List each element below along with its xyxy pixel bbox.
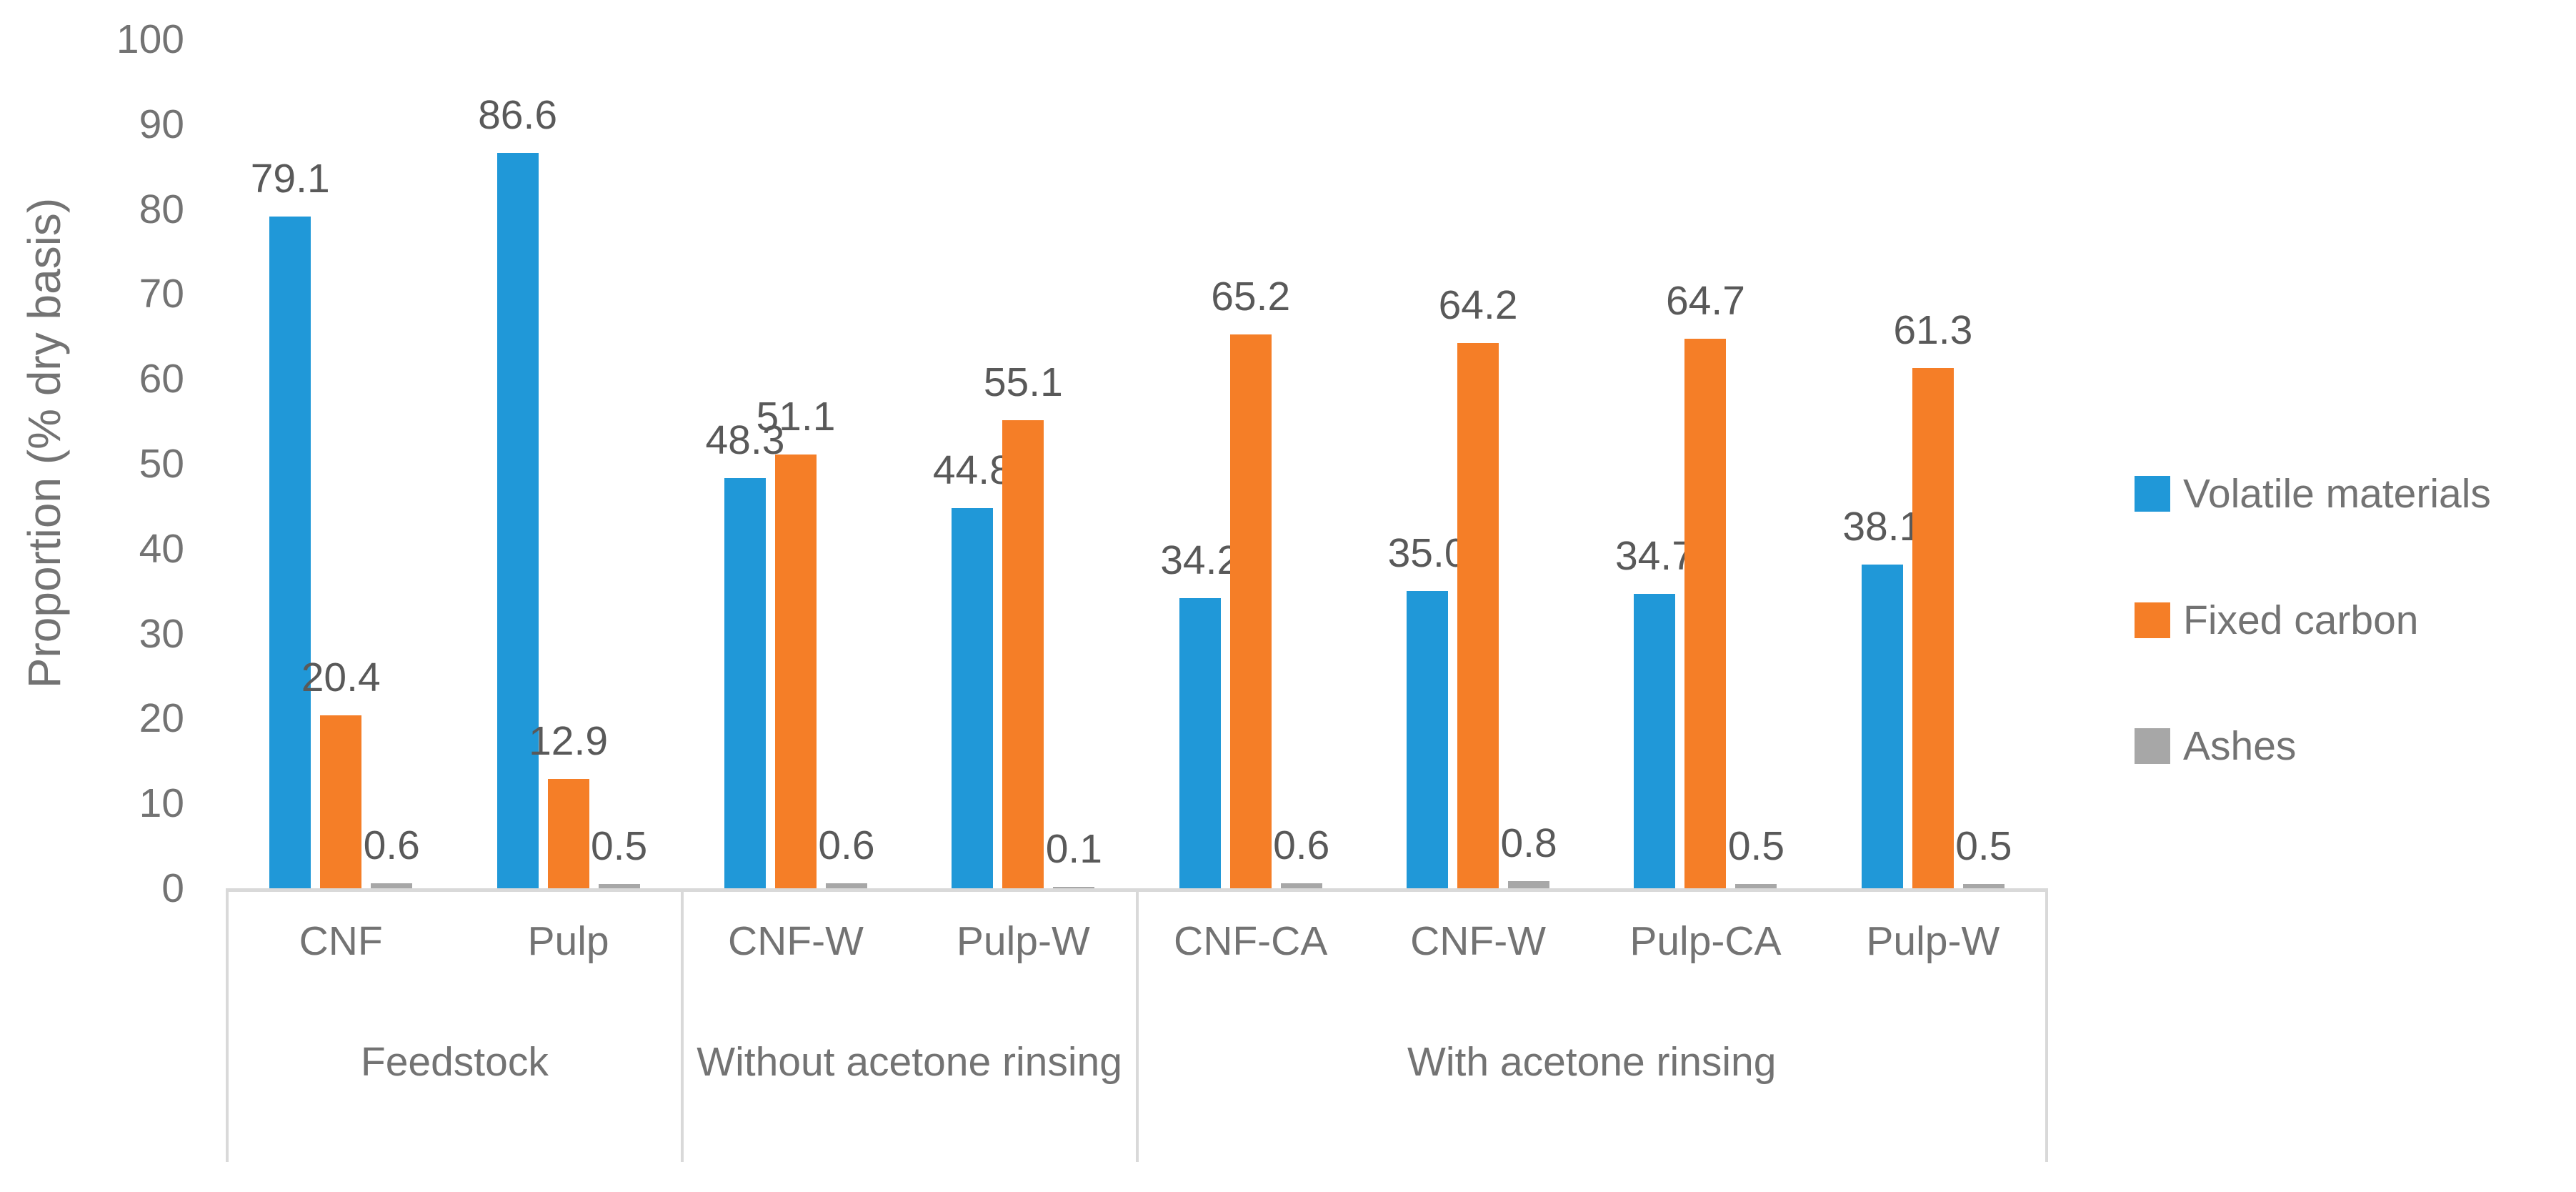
bar-ashes [1280,883,1322,888]
y-tick-label: 10 [139,780,184,827]
y-tick-label: 50 [139,441,184,487]
bar-fixed-carbon [1457,343,1499,888]
bar-volatile-materials [952,507,994,888]
category-label: Pulp-W [1866,918,2000,964]
value-label: 0.5 [1955,823,2012,870]
bar-ashes [598,884,640,888]
bar-ashes [371,883,413,888]
y-tick-label: 80 [139,186,184,232]
value-label: 0.1 [1045,826,1102,872]
bar-fixed-carbon [1229,334,1272,888]
value-label: 86.6 [478,92,558,139]
y-tick-label: 0 [161,865,184,911]
group-label: With acetone rinsing [1407,1039,1777,1085]
legend-label: Volatile materials [2183,471,2491,517]
value-label: 12.9 [529,717,609,764]
bar-volatile-materials [724,478,766,888]
value-label: 48.3 [705,417,785,464]
group-divider [226,888,229,1162]
value-label: 34.7 [1614,532,1694,579]
y-tick-label: 20 [139,695,184,742]
bar-ashes [1735,884,1777,888]
group-label: Without acetone rinsing [697,1039,1122,1085]
y-tick-label: 30 [139,610,184,657]
group-label: Feedstock [360,1039,549,1085]
value-label: 0.6 [818,822,875,868]
value-label: 44.8 [932,447,1012,493]
category-label: CNF-CA [1174,918,1328,964]
category-label: Pulp-CA [1629,918,1782,964]
y-tick-label: 40 [139,525,184,572]
category-label: CNF-W [727,918,864,964]
bar-ashes [1053,887,1095,888]
bar-volatile-materials [1407,591,1449,888]
bar-fixed-carbon [547,778,589,888]
bar-ashes [825,883,867,888]
group-divider [1135,888,1139,1162]
y-tick-label: 90 [139,101,184,147]
bar-fixed-carbon [1002,420,1044,888]
value-label: 64.2 [1438,282,1518,329]
bar-ashes [1508,881,1550,888]
value-label: 79.1 [250,156,330,202]
legend-swatch-icon [2135,476,2170,512]
bar-ashes [1962,884,2005,888]
legend-item: Fixed carbon [2135,597,2419,644]
category-label: Pulp-W [956,918,1090,964]
bar-fixed-carbon [774,454,817,888]
category-label: Pulp [527,918,609,964]
value-label: 64.7 [1665,278,1745,324]
value-label: 55.1 [983,359,1063,406]
value-label: 65.2 [1211,274,1291,320]
bar-fixed-carbon [1912,367,1954,888]
value-label: 20.4 [301,654,381,700]
legend-label: Ashes [2183,723,2297,769]
group-divider [2045,888,2048,1162]
bar-volatile-materials [496,153,539,888]
value-label: 38.1 [1842,504,1922,550]
value-label: 0.6 [363,822,420,868]
legend-item: Volatile materials [2135,470,2491,517]
y-tick-label: 70 [139,271,184,317]
group-divider [680,888,684,1162]
value-label: 51.1 [756,393,836,439]
legend-swatch-icon [2135,728,2170,764]
value-label: 0.6 [1273,822,1330,868]
category-label: CNF [299,918,383,964]
value-label: 35.0 [1387,530,1467,577]
bar-volatile-materials [1634,593,1676,888]
bar-volatile-materials [1179,597,1221,888]
value-label: 0.5 [590,823,648,870]
bar-fixed-carbon [320,715,362,888]
legend-label: Fixed carbon [2183,597,2419,643]
value-label: 0.5 [1727,823,1785,870]
bar-volatile-materials [1861,565,1903,888]
bar-volatile-materials [269,217,311,888]
y-tick-label: 60 [139,356,184,402]
legend-item: Ashes [2135,722,2296,770]
bar-fixed-carbon [1684,339,1727,888]
value-label: 34.2 [1160,537,1240,583]
category-label: CNF-W [1410,918,1547,964]
legend-swatch-icon [2135,602,2170,638]
value-label: 0.8 [1500,820,1557,867]
y-tick-label: 100 [116,16,184,62]
value-label: 61.3 [1893,307,1973,353]
